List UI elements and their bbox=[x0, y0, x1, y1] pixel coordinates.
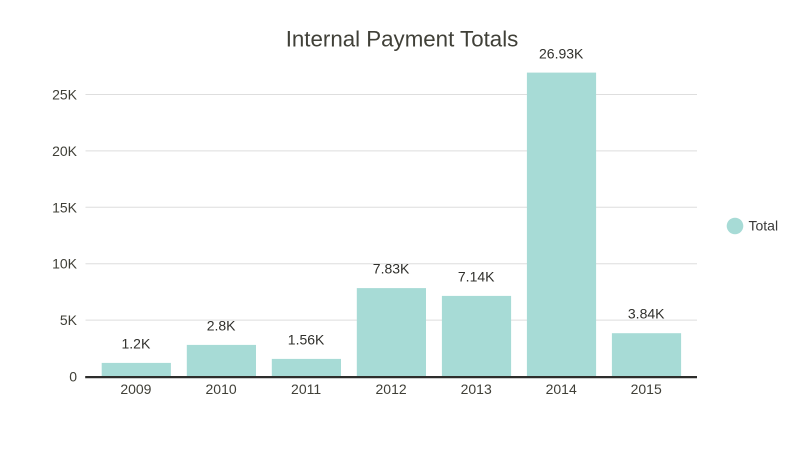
svg-text:2.8K: 2.8K bbox=[207, 317, 236, 333]
svg-text:7.14K: 7.14K bbox=[458, 268, 495, 284]
svg-text:2013: 2013 bbox=[461, 381, 492, 397]
svg-text:2010: 2010 bbox=[206, 381, 237, 397]
svg-text:Total: Total bbox=[749, 218, 779, 234]
svg-text:2011: 2011 bbox=[291, 381, 321, 397]
svg-text:26.93K: 26.93K bbox=[539, 46, 584, 62]
svg-text:5K: 5K bbox=[60, 312, 78, 328]
svg-text:25K: 25K bbox=[52, 87, 78, 103]
svg-text:1.2K: 1.2K bbox=[121, 335, 150, 351]
svg-text:10K: 10K bbox=[52, 256, 78, 272]
svg-text:2014: 2014 bbox=[546, 381, 577, 397]
svg-text:2015: 2015 bbox=[631, 381, 662, 397]
svg-text:15K: 15K bbox=[52, 199, 78, 215]
svg-text:7.83K: 7.83K bbox=[373, 261, 410, 277]
svg-text:1.56K: 1.56K bbox=[288, 331, 325, 347]
svg-text:3.84K: 3.84K bbox=[628, 306, 665, 322]
svg-text:2012: 2012 bbox=[376, 381, 407, 397]
svg-text:20K: 20K bbox=[52, 143, 78, 159]
svg-text:0: 0 bbox=[69, 369, 77, 385]
svg-text:2009: 2009 bbox=[120, 381, 151, 397]
svg-text:Internal Payment Totals: Internal Payment Totals bbox=[286, 27, 519, 52]
